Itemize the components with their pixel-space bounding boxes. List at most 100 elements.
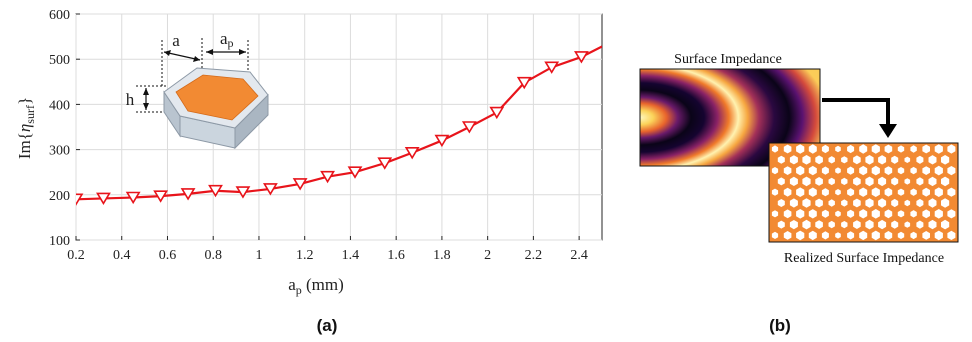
- data-point-marker: [574, 51, 589, 64]
- hex-hole: [847, 188, 855, 197]
- hex-hole: [821, 209, 829, 218]
- label-a: a: [172, 31, 180, 50]
- data-point-marker: [262, 183, 278, 196]
- y-tick-label: 200: [49, 189, 70, 204]
- hex-hole: [947, 209, 956, 219]
- hex-hole: [878, 176, 887, 187]
- hex-hole: [783, 144, 792, 154]
- data-series: [76, 45, 602, 206]
- y-tick-label: 400: [49, 98, 70, 113]
- hex-hole: [947, 166, 956, 176]
- hex-hole: [835, 189, 841, 196]
- hex-hole: [808, 187, 817, 197]
- x-tick-label: 1.4: [342, 248, 360, 263]
- hex-hole: [796, 144, 805, 154]
- hex-hole: [910, 210, 917, 218]
- hex-hole: [941, 155, 950, 165]
- hex-hole: [783, 209, 792, 219]
- data-point-marker: [404, 146, 420, 160]
- hex-hole: [878, 219, 887, 230]
- dim-arrowhead-a1: [164, 50, 171, 56]
- hex-hole: [947, 230, 956, 240]
- hex-hole: [884, 209, 893, 219]
- data-point-marker: [292, 178, 308, 191]
- hex-hole: [815, 198, 823, 208]
- hex-hole: [934, 230, 943, 241]
- hex-hole: [871, 209, 880, 219]
- x-tick-labels: 0.2 0.4 0.6 0.8 1 1.2 1.4 1.6 1.8 2 2.2 2.4: [67, 236, 588, 263]
- hex-hole: [891, 155, 899, 164]
- hex-hole: [841, 199, 848, 207]
- y-tick-label: 100: [49, 234, 70, 249]
- hex-hole: [821, 144, 829, 154]
- hex-hole: [771, 210, 779, 218]
- hex-hole: [934, 209, 943, 219]
- hex-hole: [897, 210, 905, 218]
- x-tick-label: 2: [484, 248, 491, 263]
- data-point-marker: [180, 188, 196, 201]
- hex-hole: [884, 144, 893, 154]
- hex-hole: [922, 144, 930, 154]
- arrow-connector: [822, 98, 890, 128]
- hex-hole: [828, 199, 835, 207]
- hex-hole: [771, 167, 779, 175]
- dim-arrowhead-ap1: [206, 49, 213, 55]
- hex-hole: [928, 219, 937, 230]
- hex-hole: [859, 230, 868, 241]
- x-tick-label: 1: [255, 248, 262, 263]
- hex-hole: [897, 145, 905, 153]
- hex-hole: [821, 166, 829, 175]
- hex-hole: [789, 220, 798, 230]
- x-tick-label: 2.4: [570, 248, 588, 263]
- dim-arrowhead-a2: [193, 56, 200, 62]
- hex-hole: [871, 187, 880, 197]
- hex-hole: [815, 220, 823, 229]
- hex-hole: [796, 209, 805, 219]
- hex-hole: [922, 166, 930, 175]
- hex-hole: [871, 165, 880, 176]
- plot-area: [75, 13, 603, 241]
- hex-hole: [789, 155, 798, 165]
- hex-hole: [891, 198, 899, 208]
- y-tick-label: 300: [49, 144, 70, 159]
- hex-hole: [865, 176, 874, 187]
- patch: [175, 74, 259, 121]
- hex-hole: [910, 145, 917, 153]
- hex-hole: [853, 155, 861, 165]
- realized-surface-impedance-label: Realized Surface Impedance: [784, 251, 944, 266]
- x-tick-label: 1.8: [433, 248, 451, 263]
- hex-hole: [947, 187, 956, 197]
- hex-hole: [891, 177, 899, 186]
- hex-hole: [922, 231, 930, 240]
- data-point-marker: [125, 191, 141, 205]
- hex-hole: [777, 199, 785, 207]
- hex-hole: [878, 198, 887, 208]
- hex-hole: [789, 198, 798, 208]
- hex-hole: [808, 165, 817, 176]
- hex-hole: [853, 198, 861, 208]
- label-h: h: [126, 90, 135, 109]
- hex-hole: [821, 231, 829, 240]
- hex-hole: [808, 230, 817, 241]
- hex-hole: [897, 188, 905, 196]
- hex-hole: [928, 155, 937, 165]
- hex-hole: [808, 209, 817, 219]
- series-line: [76, 45, 602, 201]
- data-point-marker: [208, 184, 223, 198]
- caption-b: (b): [769, 316, 791, 335]
- hex-hole: [904, 221, 911, 228]
- hex-hole: [916, 155, 924, 164]
- hex-hole: [802, 198, 811, 208]
- hex-hole: [884, 187, 893, 197]
- hex-hole: [904, 199, 911, 207]
- hex-hole: [841, 221, 848, 229]
- hex-hole: [859, 165, 868, 176]
- data-point-marker: [434, 134, 450, 148]
- hex-hole: [859, 187, 868, 197]
- hex-hole: [934, 144, 943, 154]
- hex-hole: [897, 231, 905, 239]
- x-tick-label: 1.2: [296, 248, 314, 263]
- hex-hole: [878, 155, 887, 165]
- y-tick-label: 500: [49, 53, 70, 68]
